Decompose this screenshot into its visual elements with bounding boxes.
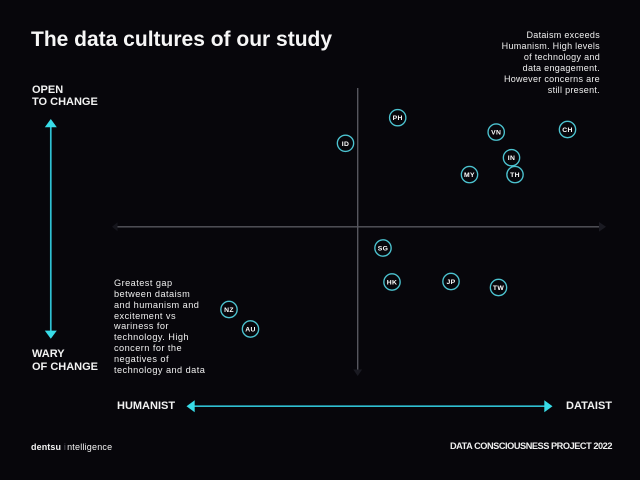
svg-text:TH: TH	[510, 172, 520, 179]
svg-text:AU: AU	[245, 327, 256, 334]
svg-text:SG: SG	[378, 246, 389, 253]
svg-text:CH: CH	[562, 127, 573, 134]
svg-text:HK: HK	[387, 280, 398, 287]
svg-text:PH: PH	[393, 115, 403, 122]
svg-text:ID: ID	[342, 141, 350, 148]
svg-text:MY: MY	[464, 172, 475, 179]
svg-text:VN: VN	[491, 130, 501, 137]
svg-text:TW: TW	[493, 285, 505, 292]
svg-text:IN: IN	[508, 155, 516, 162]
svg-text:JP: JP	[446, 279, 455, 286]
svg-text:NZ: NZ	[224, 307, 234, 314]
